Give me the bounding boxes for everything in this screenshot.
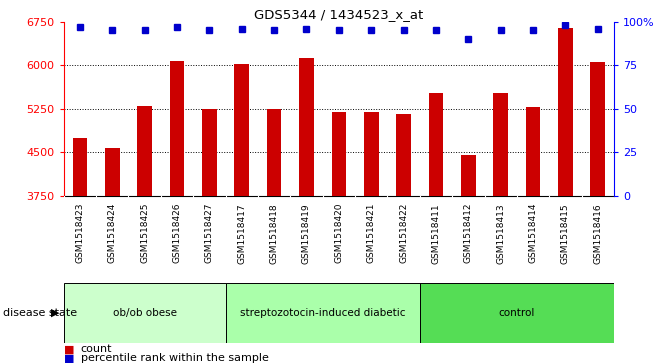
Text: streptozotocin-induced diabetic: streptozotocin-induced diabetic: [240, 308, 405, 318]
Text: percentile rank within the sample: percentile rank within the sample: [81, 353, 268, 363]
Bar: [202, 109, 217, 196]
Text: GSM1518411: GSM1518411: [431, 203, 440, 264]
Bar: [267, 109, 281, 196]
Bar: [105, 148, 119, 196]
Text: GSM1518423: GSM1518423: [75, 203, 85, 264]
Text: GSM1518424: GSM1518424: [108, 203, 117, 264]
Bar: [299, 58, 314, 196]
Text: GSM1518415: GSM1518415: [561, 203, 570, 264]
Text: GSM1518412: GSM1518412: [464, 203, 473, 264]
Bar: [170, 61, 185, 196]
Bar: [331, 112, 346, 196]
Text: ▶: ▶: [50, 308, 59, 318]
Text: GSM1518427: GSM1518427: [205, 203, 214, 264]
Text: disease state: disease state: [3, 308, 77, 318]
Text: GSM1518414: GSM1518414: [529, 203, 537, 264]
Bar: [526, 107, 540, 196]
Text: GSM1518422: GSM1518422: [399, 203, 408, 264]
Bar: [234, 64, 249, 196]
Text: ob/ob obese: ob/ob obese: [113, 308, 176, 318]
Text: GSM1518417: GSM1518417: [238, 203, 246, 264]
Text: ■: ■: [64, 344, 74, 354]
Bar: [420, 283, 614, 343]
Text: control: control: [499, 308, 535, 318]
Text: GSM1518421: GSM1518421: [367, 203, 376, 264]
Text: GSM1518418: GSM1518418: [270, 203, 278, 264]
Text: GSM1518419: GSM1518419: [302, 203, 311, 264]
Text: GSM1518426: GSM1518426: [172, 203, 182, 264]
Bar: [138, 106, 152, 196]
Bar: [558, 28, 572, 196]
Text: GSM1518425: GSM1518425: [140, 203, 149, 264]
Bar: [493, 93, 508, 196]
Text: GSM1518413: GSM1518413: [496, 203, 505, 264]
Text: GSM1518420: GSM1518420: [334, 203, 344, 264]
Bar: [429, 93, 444, 196]
Bar: [72, 138, 87, 196]
Bar: [590, 62, 605, 196]
Bar: [64, 283, 225, 343]
Text: ■: ■: [64, 353, 74, 363]
Bar: [461, 155, 476, 196]
Text: GSM1518416: GSM1518416: [593, 203, 603, 264]
Text: count: count: [81, 344, 112, 354]
Bar: [364, 112, 378, 196]
Bar: [397, 114, 411, 196]
Title: GDS5344 / 1434523_x_at: GDS5344 / 1434523_x_at: [254, 8, 423, 21]
Bar: [225, 283, 420, 343]
